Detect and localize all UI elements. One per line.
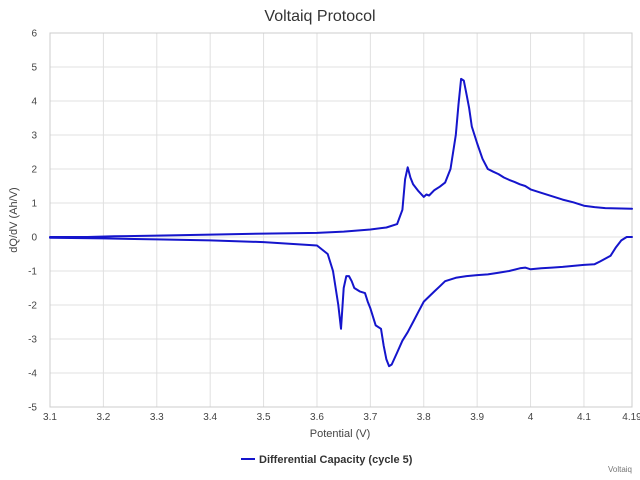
y-tick-label: 4 bbox=[31, 97, 37, 108]
y-tick-label: 6 bbox=[31, 29, 37, 40]
x-tick-label: 3.3 bbox=[150, 412, 164, 423]
y-tick-label: 2 bbox=[31, 165, 37, 176]
x-tick-label: 3.2 bbox=[96, 412, 110, 423]
x-tick-label: 3.1 bbox=[43, 412, 57, 423]
x-tick-label: 3.9 bbox=[470, 412, 484, 423]
y-tick-label: -2 bbox=[28, 301, 37, 312]
y-tick-label: -5 bbox=[28, 403, 37, 414]
x-tick-label: 3.5 bbox=[257, 412, 271, 423]
y-tick-label: 3 bbox=[31, 131, 37, 142]
x-tick-label: 4.1 bbox=[577, 412, 591, 423]
credit-text[interactable]: Voltaiq bbox=[608, 465, 632, 474]
y-tick-label: 1 bbox=[31, 199, 37, 210]
plot-area bbox=[49, 32, 633, 408]
x-axis-ticks: 3.1 3.2 3.3 3.4 3.5 3.6 3.7 3.8 3.9 4 4.1 4.19 bbox=[43, 412, 640, 423]
x-tick-label: 3.8 bbox=[417, 412, 431, 423]
chart-title: Voltaiq Protocol bbox=[264, 8, 375, 25]
series-layer bbox=[49, 77, 633, 368]
legend[interactable]: Differential Capacity (cycle 5) bbox=[241, 454, 413, 466]
y-axis-label: dQ/dV (Ah/V) bbox=[8, 187, 20, 252]
y-axis-ticks: -5 -4 -3 -2 -1 0 1 2 3 4 5 6 bbox=[28, 29, 37, 414]
x-axis-label: Potential (V) bbox=[310, 428, 371, 440]
y-tick-label: -1 bbox=[28, 267, 37, 278]
series-line-discharge[interactable] bbox=[49, 236, 633, 368]
grid bbox=[49, 32, 633, 408]
y-tick-label: 0 bbox=[31, 233, 37, 244]
y-tick-label: -3 bbox=[28, 335, 37, 346]
series-line-charge[interactable] bbox=[49, 77, 633, 238]
legend-label[interactable]: Differential Capacity (cycle 5) bbox=[259, 454, 413, 466]
x-tick-label: 3.6 bbox=[310, 412, 324, 423]
y-tick-label: 5 bbox=[31, 63, 37, 74]
x-tick-label: 3.7 bbox=[363, 412, 377, 423]
y-tick-label: -4 bbox=[28, 369, 37, 380]
x-tick-label: 4 bbox=[528, 412, 534, 423]
x-tick-label: 4.19 bbox=[622, 412, 640, 423]
x-tick-label: 3.4 bbox=[203, 412, 217, 423]
